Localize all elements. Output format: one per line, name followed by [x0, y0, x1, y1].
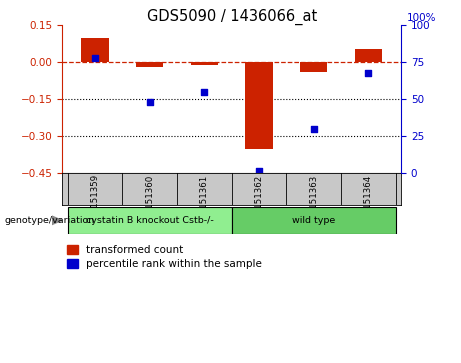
Text: GSM1151364: GSM1151364	[364, 174, 373, 233]
Bar	[231, 207, 396, 234]
Text: 100%: 100%	[407, 13, 436, 23]
Text: genotype/variation: genotype/variation	[5, 216, 95, 225]
Text: GSM1151359: GSM1151359	[90, 174, 100, 232]
Bar	[355, 49, 382, 62]
Bar	[68, 207, 232, 234]
Legend: transformed count, percentile rank within the sample: transformed count, percentile rank withi…	[67, 245, 262, 269]
Bar	[81, 38, 109, 62]
Text: wild type: wild type	[292, 216, 335, 225]
Point	[255, 168, 263, 174]
Text: GSM1151360: GSM1151360	[145, 174, 154, 233]
Point	[365, 70, 372, 76]
Text: GSM1151363: GSM1151363	[309, 174, 318, 233]
Text: GSM1151362: GSM1151362	[254, 174, 264, 233]
Bar	[191, 62, 218, 65]
Point	[91, 55, 99, 61]
Text: cystatin B knockout Cstb-/-: cystatin B knockout Cstb-/-	[86, 216, 213, 225]
Point	[201, 89, 208, 95]
Text: GSM1151361: GSM1151361	[200, 174, 209, 233]
Title: GDS5090 / 1436066_at: GDS5090 / 1436066_at	[147, 9, 317, 25]
Bar	[300, 62, 327, 72]
Point	[310, 126, 317, 131]
Bar	[245, 62, 272, 149]
Bar	[136, 62, 163, 67]
Polygon shape	[52, 216, 62, 225]
Point	[146, 99, 154, 105]
